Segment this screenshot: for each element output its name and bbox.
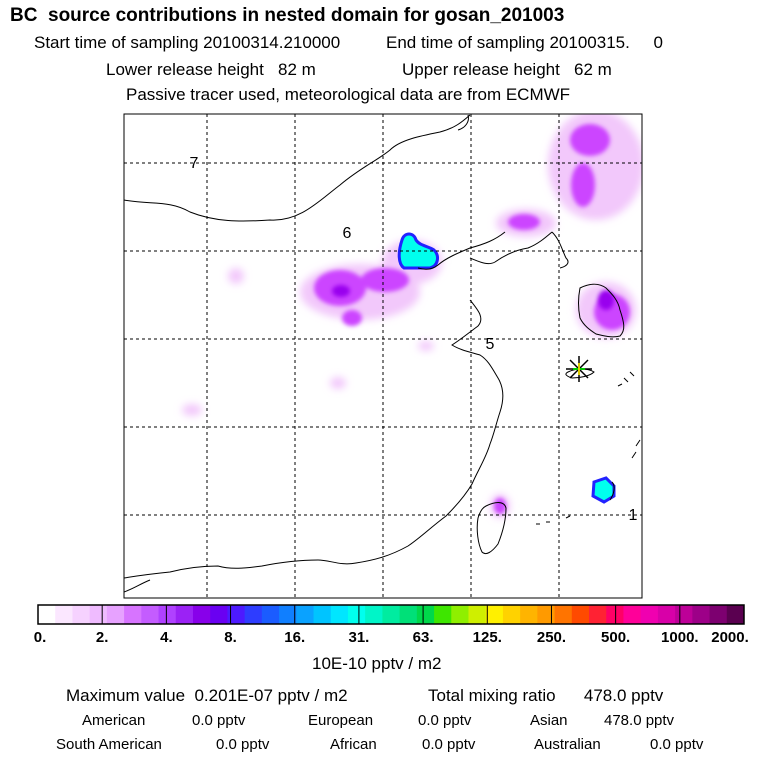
plot-frame [123,113,643,599]
colorbar-tick-label: 0. [33,629,47,646]
chart-title: BC source contributions in nested domain… [10,5,565,26]
colorbar-tick-label: 125. [472,629,502,646]
colorbar-tick-label: 2. [95,629,109,646]
colorbar-tick-label: 1000. [661,629,699,646]
lower-release-height: Lower release height 82 m [106,60,316,79]
coastlines [124,114,641,593]
colorbar-tick-label: 16. [284,629,306,646]
contour-label-5: 5 [486,336,495,353]
total-mixing-ratio: Total mixing ratio 478.0 pptv [428,686,664,705]
source-region-name: Asian [530,712,568,729]
contour-label-6: 6 [343,225,352,242]
source-region-value: 478.0 pptv [604,712,675,729]
contour-label-7: 7 [190,155,199,172]
colorbar-tick-label: 63. [412,629,434,646]
sampling-end: End time of sampling 20100315. 0 [386,33,663,52]
source-region-value: 0.0 pptv [418,712,472,729]
colorbar-tick-label: 31. [348,629,370,646]
source-region-name: American [82,712,146,729]
source-region-name: South American [56,736,162,753]
sampling-start: Start time of sampling 20100314.210000 [34,33,341,52]
emission-plume-core [314,124,630,514]
source-region-name: European [308,712,374,729]
emission-hotspot-south [591,476,616,504]
upper-release-height: Upper release height 62 m [402,60,612,79]
source-region-name: Australian [534,736,601,753]
station-star-marker [566,356,592,382]
contour-label-1: 1 [629,507,638,524]
colorbar-units: 10E-10 pptv / m2 [312,654,442,673]
emission-plume-violet [332,285,614,310]
colorbar-tick-label: 2000. [711,629,749,646]
colorbar-tick-label: 8. [224,629,237,646]
colorbar-tick-label: 250. [536,629,567,646]
source-region-value: 0.0 pptv [650,736,704,753]
source-region-value: 0.0 pptv [422,736,476,753]
tracer-note: Passive tracer used, meteorological data… [126,85,571,104]
map-grid [124,114,642,598]
colorbar-tick-label: 4. [160,629,173,646]
maximum-value: Maximum value 0.201E-07 pptv / m2 [66,686,348,705]
colorbar-tick-label: 500. [601,629,631,646]
source-region-value: 0.0 pptv [216,736,270,753]
source-region-name: African [330,736,377,753]
source-region-value: 0.0 pptv [192,712,246,729]
